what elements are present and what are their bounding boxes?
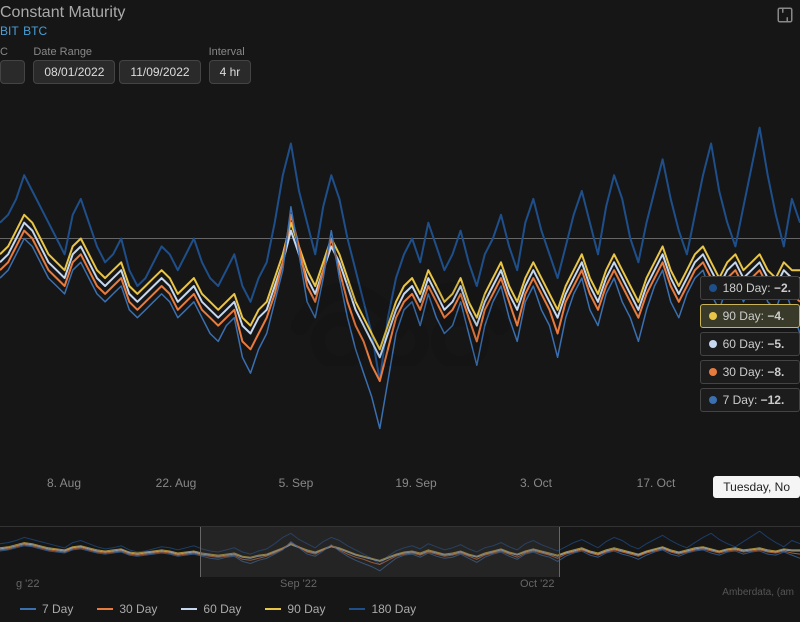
- legend-item[interactable]: 7 Day: −12.: [700, 388, 800, 412]
- legend-swatch: [97, 608, 113, 610]
- legend-item[interactable]: 180 Day: −2.: [700, 276, 800, 300]
- range-selector[interactable]: [200, 527, 560, 577]
- chart-title: Constant Maturity: [0, 4, 792, 22]
- x-tick: 19. Sep: [395, 476, 436, 490]
- interval-label: Interval: [209, 46, 252, 58]
- legend-text: 60 Day: [203, 602, 241, 616]
- x-axis: 8. Aug 22. Aug 5. Sep 19. Sep 3. Oct 17. Oct: [0, 476, 800, 496]
- legend-item[interactable]: 60 Day: −5.: [700, 332, 800, 356]
- legend-item[interactable]: 30 Day: −8.: [700, 360, 800, 384]
- date-to-input[interactable]: 11/09/2022: [119, 60, 200, 84]
- legend-item[interactable]: 90 Day: −4.: [700, 304, 800, 328]
- legend-label: 30 Day: −8.: [723, 365, 785, 379]
- exchange-label[interactable]: BIT: [0, 24, 19, 38]
- legend-label: 90 Day: −4.: [723, 309, 785, 323]
- x-tick: 22. Aug: [156, 476, 197, 490]
- date-range-label: Date Range: [33, 46, 200, 58]
- legend-dot: [709, 284, 717, 292]
- footer-legend-item[interactable]: 7 Day: [20, 602, 73, 616]
- footer-legend-item[interactable]: 90 Day: [265, 602, 325, 616]
- legend-label: 60 Day: −5.: [723, 337, 785, 351]
- legend-swatch: [20, 608, 36, 610]
- footer-legend-item[interactable]: 30 Day: [97, 602, 157, 616]
- legend-swatch: [265, 608, 281, 610]
- share-icon[interactable]: [776, 6, 794, 24]
- chart-subtitle: BIT BTC: [0, 22, 792, 40]
- legend-text: 30 Day: [119, 602, 157, 616]
- legend-dot: [709, 340, 717, 348]
- overview-x-tick: Sep '22: [280, 578, 317, 590]
- legend-text: 180 Day: [371, 602, 416, 616]
- tooltip-date: Tuesday, No: [713, 476, 800, 498]
- asset-label[interactable]: BTC: [23, 24, 47, 38]
- controls-bar: C Date Range 08/01/2022 11/09/2022 Inter…: [0, 40, 800, 88]
- legend-dot: [709, 396, 717, 404]
- c-label: C: [0, 46, 25, 58]
- legend-text: 90 Day: [287, 602, 325, 616]
- legend-text: 7 Day: [42, 602, 73, 616]
- main-chart[interactable]: 180 Day: −2. 90 Day: −4. 60 Day: −5. 30 Day…: [0, 96, 800, 496]
- attribution-text: Amberdata, (am: [722, 587, 794, 598]
- overview-x-tick: g '22: [16, 578, 40, 590]
- x-tick: 3. Oct: [520, 476, 552, 490]
- legend-label: 7 Day: −12.: [723, 393, 785, 407]
- watermark-icon: [270, 226, 530, 366]
- date-from-input[interactable]: 08/01/2022: [33, 60, 115, 84]
- footer-legend-item[interactable]: 60 Day: [181, 602, 241, 616]
- interval-selector[interactable]: 4 hr: [209, 60, 252, 84]
- x-tick: 5. Sep: [279, 476, 314, 490]
- overview-x-tick: Oct '22: [520, 578, 555, 590]
- overview-chart[interactable]: g '22 Sep '22 Oct '22: [0, 526, 800, 596]
- legend-swatch: [349, 608, 365, 610]
- x-tick: 8. Aug: [47, 476, 81, 490]
- legend-swatch: [181, 608, 197, 610]
- legend-box: 180 Day: −2. 90 Day: −4. 60 Day: −5. 30 Day…: [700, 276, 800, 412]
- legend-dot: [709, 312, 717, 320]
- legend-label: 180 Day: −2.: [723, 281, 791, 295]
- x-tick: 17. Oct: [637, 476, 676, 490]
- legend-dot: [709, 368, 717, 376]
- c-selector[interactable]: [0, 60, 25, 84]
- footer-legend-item[interactable]: 180 Day: [349, 602, 416, 616]
